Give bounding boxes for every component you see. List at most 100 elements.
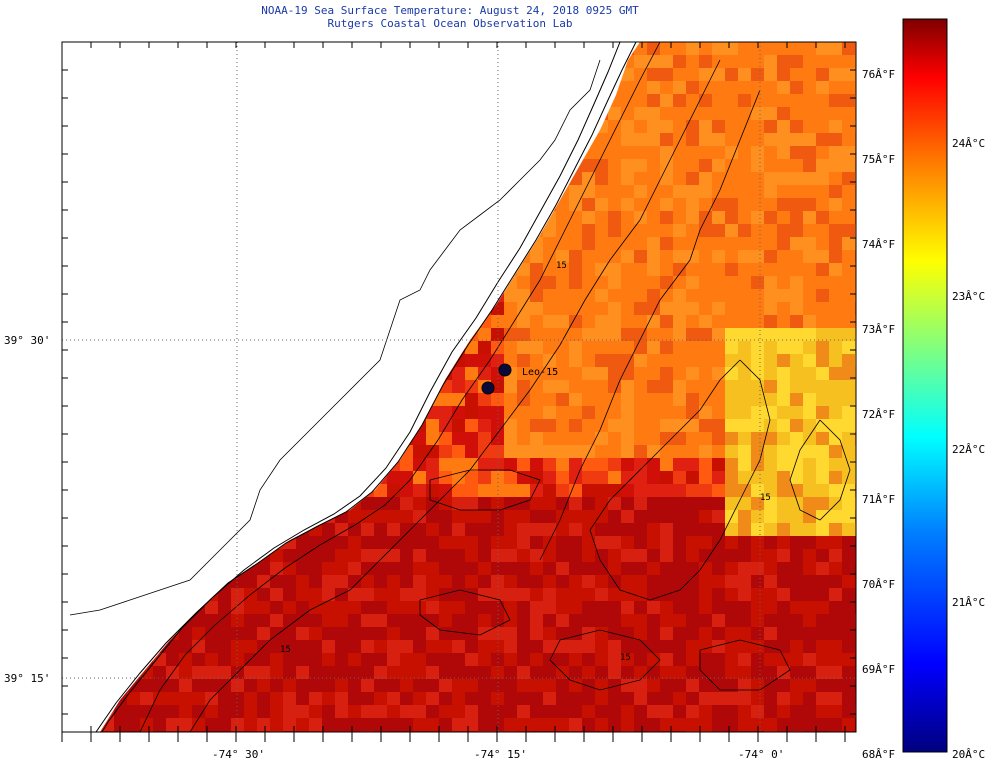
sst-pixel [517,679,530,692]
sst-pixel [699,146,712,159]
sst-pixel [517,510,530,523]
sst-pixel [855,133,856,146]
sst-pixel [270,731,283,732]
sst-pixel [647,198,660,211]
sst-pixel [595,536,608,549]
sst-pixel [764,692,777,705]
sst-pixel [543,393,556,406]
sst-pixel [686,601,699,614]
sst-pixel [751,562,764,575]
sst-pixel [244,679,257,692]
sst-pixel [816,419,829,432]
sst-pixel [491,575,504,588]
sst-pixel [504,679,517,692]
sst-pixel [790,250,803,263]
sst-pixel [257,692,270,705]
sst-pixel [816,107,829,120]
station-marker[interactable] [498,363,512,377]
sst-pixel [452,692,465,705]
sst-pixel [569,705,582,718]
sst-pixel [426,718,439,731]
sst-pixel [712,172,725,185]
sst-pixel [608,640,621,653]
sst-pixel [582,458,595,471]
sst-pixel [400,705,413,718]
sst-pixel [751,588,764,601]
sst-pixel [530,692,543,705]
sst-pixel [283,640,296,653]
sst-pixel [803,133,816,146]
sst-pixel [478,354,491,367]
sst-pixel [699,341,712,354]
sst-pixel [543,458,556,471]
sst-pixel [374,692,387,705]
sst-pixel [660,679,673,692]
sst-pixel [829,42,842,55]
sst-pixel [543,627,556,640]
sst-pixel [283,679,296,692]
sst-pixel [816,315,829,328]
sst-pixel [192,614,205,627]
sst-pixel [673,198,686,211]
sst-pixel [465,718,478,731]
sst-pixel [543,510,556,523]
sst-pixel [803,185,816,198]
sst-pixel [738,471,751,484]
sst-pixel [842,159,855,172]
sst-pixel [803,42,816,55]
sst-pixel [556,328,569,341]
sst-pixel [465,484,478,497]
sst-pixel [673,55,686,68]
station-marker[interactable] [481,381,495,395]
sst-pixel [738,94,751,107]
sst-pixel [335,653,348,666]
sst-pixel [504,536,517,549]
depth-contours [139,42,851,732]
sst-pixel [738,146,751,159]
sst-pixel [634,81,647,94]
sst-pixel [660,536,673,549]
sst-pixel [764,107,777,120]
sst-pixel [816,185,829,198]
sst-pixel [465,614,478,627]
sst-pixel [439,549,452,562]
sst-pixel [699,614,712,627]
sst-pixel [764,120,777,133]
sst-pixel [855,705,856,718]
sst-pixel [517,731,530,732]
sst-pixel [231,653,244,666]
sst-pixel [647,224,660,237]
sst-pixel [777,172,790,185]
sst-pixel [101,731,114,732]
sst-pixel [829,510,842,523]
sst-pixel [647,692,660,705]
sst-pixel [218,614,231,627]
sst-pixel [790,679,803,692]
sst-pixel [686,198,699,211]
sst-pixel [621,159,634,172]
sst-pixel [387,627,400,640]
sst-pixel [491,523,504,536]
sst-pixel [725,185,738,198]
sst-pixel [738,315,751,328]
sst-pixel [491,406,504,419]
sst-pixel [374,640,387,653]
sst-pixel [439,536,452,549]
sst-pixel [738,497,751,510]
sst-pixel [621,328,634,341]
sst-pixel [647,679,660,692]
sst-pixel [595,289,608,302]
sst-pixel [608,562,621,575]
sst-pixel [426,562,439,575]
sst-pixel [764,55,777,68]
sst-pixel [725,497,738,510]
sst-pixel [452,549,465,562]
sst-pixel [829,354,842,367]
sst-pixel [803,341,816,354]
contour-label: 15 [280,645,291,655]
sst-pixel [816,42,829,55]
sst-pixel [218,705,231,718]
sst-pixel [478,523,491,536]
sst-pixel [491,549,504,562]
sst-pixel [816,458,829,471]
